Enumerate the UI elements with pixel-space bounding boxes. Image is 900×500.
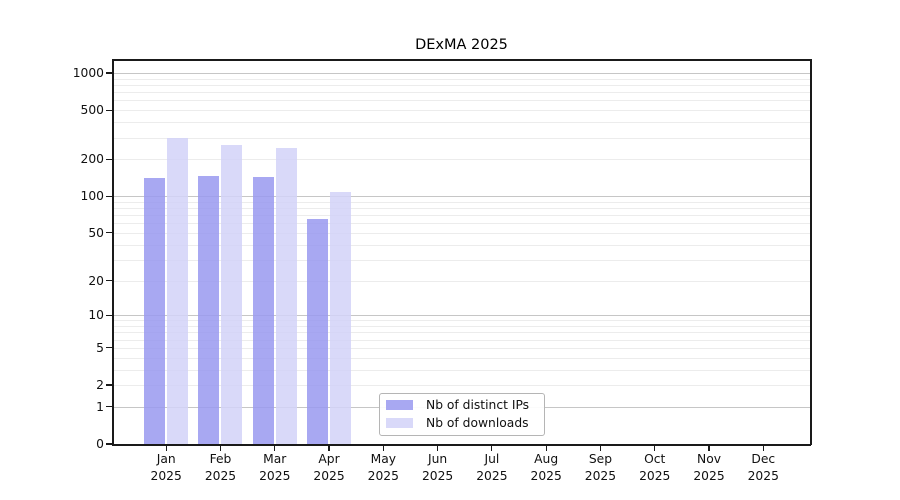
minor-gridline bbox=[113, 347, 810, 349]
x-tick-mark bbox=[382, 445, 384, 451]
x-tick-mark bbox=[165, 445, 167, 451]
y-tick-mark bbox=[106, 195, 113, 197]
y-tick-mark bbox=[106, 347, 113, 349]
minor-gridline bbox=[113, 110, 810, 112]
minor-gridline bbox=[113, 78, 810, 80]
bar-distinct-ips bbox=[252, 176, 274, 444]
x-tick-label: Mar 2025 bbox=[259, 452, 291, 483]
minor-gridline bbox=[113, 357, 810, 359]
x-tick-label: Jul 2025 bbox=[476, 452, 508, 483]
y-tick-label: 10 bbox=[88, 308, 104, 323]
bar-downloads bbox=[330, 192, 352, 444]
x-tick-label: May 2025 bbox=[367, 452, 399, 483]
y-tick-label: 50 bbox=[88, 225, 104, 240]
x-tick-mark bbox=[762, 445, 764, 451]
minor-gridline bbox=[113, 84, 810, 86]
major-gridline bbox=[113, 196, 810, 198]
bar-distinct-ips bbox=[198, 176, 220, 444]
y-tick-label: 20 bbox=[88, 273, 104, 288]
x-tick-label: Jun 2025 bbox=[421, 452, 454, 483]
minor-gridline bbox=[113, 369, 810, 371]
y-tick-mark bbox=[106, 279, 113, 282]
minor-gridline bbox=[113, 137, 810, 139]
x-tick-mark bbox=[491, 445, 493, 451]
x-tick-mark bbox=[708, 445, 710, 451]
y-tick-mark bbox=[106, 314, 113, 316]
x-tick-mark bbox=[328, 445, 330, 451]
y-tick-label: 5 bbox=[96, 340, 104, 355]
minor-gridline bbox=[113, 385, 810, 386]
y-tick-mark bbox=[106, 232, 113, 234]
y-tick-label: 200 bbox=[80, 152, 104, 167]
minor-gridline bbox=[113, 100, 810, 102]
x-tick-label: Aug 2025 bbox=[530, 452, 562, 483]
minor-gridline bbox=[113, 280, 810, 282]
legend-item-downloads: Nb of downloads bbox=[386, 417, 529, 429]
y-tick-mark bbox=[106, 384, 113, 386]
y-tick-label: 100 bbox=[80, 189, 104, 204]
y-tick-label: 500 bbox=[80, 103, 104, 118]
x-tick-label: Dec 2025 bbox=[747, 452, 779, 483]
x-tick-label: Sep 2025 bbox=[584, 452, 617, 483]
legend-label: Nb of distinct IPs bbox=[426, 398, 530, 412]
x-tick-label: Jan 2025 bbox=[150, 452, 182, 483]
legend: Nb of distinct IPs Nb of downloads bbox=[379, 393, 545, 436]
x-tick-label: Feb 2025 bbox=[204, 452, 237, 483]
y-tick-mark bbox=[106, 72, 113, 74]
bar-downloads bbox=[275, 147, 297, 444]
x-tick-label: Oct 2025 bbox=[639, 452, 671, 483]
x-tick-mark bbox=[437, 445, 439, 451]
x-tick-mark bbox=[545, 445, 547, 451]
bar-distinct-ips bbox=[307, 219, 329, 444]
bar-downloads bbox=[221, 145, 243, 444]
bar-downloads bbox=[167, 137, 189, 444]
minor-gridline bbox=[113, 244, 810, 246]
x-tick-label: Apr 2025 bbox=[313, 452, 345, 483]
minor-gridline bbox=[113, 232, 810, 234]
minor-gridline bbox=[113, 326, 810, 327]
bar-distinct-ips bbox=[144, 178, 166, 444]
plot-top-spine bbox=[112, 59, 811, 61]
y-tick-label: 1 bbox=[96, 399, 104, 414]
y-tick-mark bbox=[106, 406, 113, 408]
minor-gridline bbox=[113, 223, 810, 225]
minor-gridline bbox=[113, 332, 810, 334]
major-gridline bbox=[113, 315, 810, 317]
minor-gridline bbox=[113, 339, 810, 341]
minor-gridline bbox=[113, 259, 810, 261]
x-tick-mark bbox=[219, 445, 222, 451]
y-tick-mark bbox=[106, 443, 113, 445]
minor-gridline bbox=[113, 201, 810, 203]
legend-label: Nb of downloads bbox=[426, 416, 529, 430]
minor-gridline bbox=[113, 159, 810, 161]
y-tick-mark bbox=[106, 109, 113, 111]
minor-gridline bbox=[113, 92, 810, 94]
x-axis-line bbox=[112, 444, 811, 446]
y-tick-label: 2 bbox=[96, 378, 104, 392]
legend-item-distinct-ips: Nb of distinct IPs bbox=[386, 399, 529, 411]
y-axis-line bbox=[112, 59, 114, 445]
distinct-ips-swatch bbox=[386, 400, 413, 410]
downloads-swatch bbox=[386, 418, 413, 428]
x-tick-mark bbox=[274, 445, 276, 451]
x-tick-mark bbox=[599, 445, 602, 451]
x-tick-mark bbox=[654, 445, 656, 451]
major-gridline bbox=[113, 73, 810, 74]
minor-gridline bbox=[113, 122, 810, 124]
minor-gridline bbox=[113, 320, 810, 322]
minor-gridline bbox=[113, 208, 810, 210]
x-tick-label: Nov 2025 bbox=[693, 452, 725, 483]
y-tick-label: 0 bbox=[96, 437, 104, 451]
plot-area bbox=[113, 60, 810, 444]
y-tick-label: 1000 bbox=[72, 66, 104, 80]
minor-gridline bbox=[113, 215, 810, 217]
plot-right-spine bbox=[810, 59, 812, 445]
y-tick-mark bbox=[106, 158, 113, 160]
chart-title: DExMA 2025 bbox=[415, 37, 508, 53]
